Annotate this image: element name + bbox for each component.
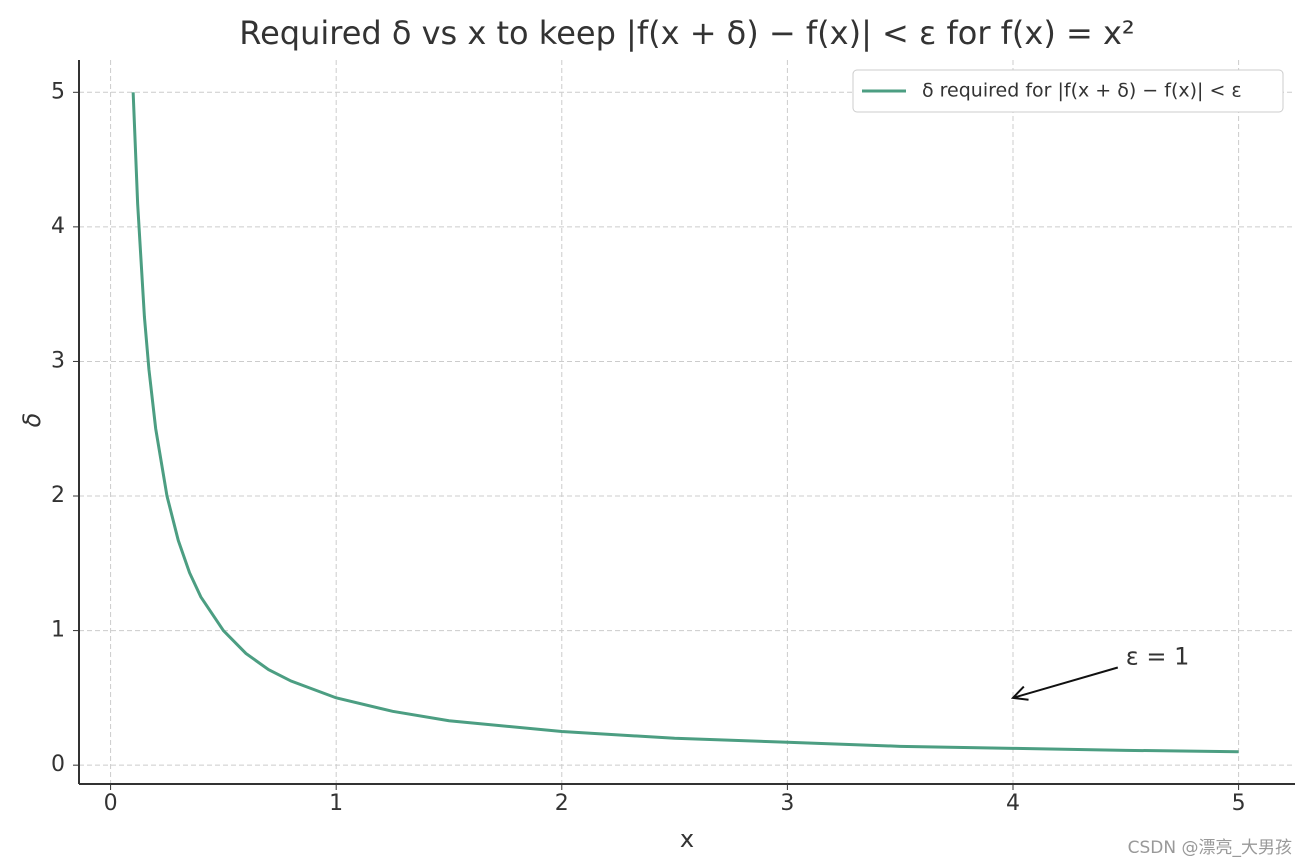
watermark: CSDN @漂亮_大男孩 [1128,838,1292,858]
x-tick-label: 5 [1232,791,1246,816]
y-tick-label: 5 [51,79,65,104]
x-tick-label: 1 [329,791,343,816]
x-tick-label: 4 [1006,791,1020,816]
annotation-arrowhead [1010,685,1029,701]
chart-title: Required δ vs x to keep |f(x + δ) − f(x)… [239,14,1134,52]
legend-label: δ required for |f(x + δ) − f(x)| < ε [922,80,1242,102]
x-tick-label: 2 [555,791,569,816]
y-tick-label: 0 [51,752,65,777]
y-tick-label: 1 [51,618,65,643]
y-tick-label: 4 [51,214,65,239]
annotation-arrow [1012,666,1119,699]
y-axis-label: δ [18,413,46,428]
x-tick-label: 0 [104,791,118,816]
series-line [131,92,1239,754]
legend-box [852,69,1284,113]
y-tick-label: 2 [51,483,65,508]
y-tick-label: 3 [51,348,65,373]
x-axis-label: x [680,825,694,853]
x-tick-label: 3 [780,791,794,816]
annotation-text: ε = 1 [1126,643,1190,671]
